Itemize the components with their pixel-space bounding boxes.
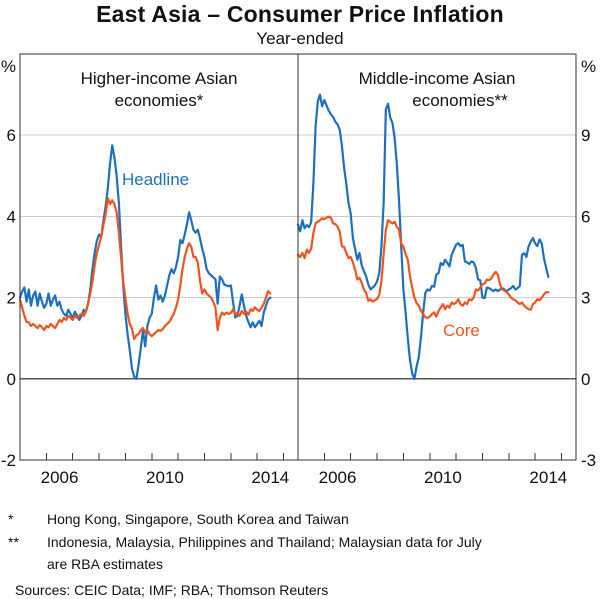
core-series-left-panel <box>18 197 272 341</box>
y-axis-label: 6 <box>7 126 16 145</box>
headline-series-label: Headline <box>122 170 189 189</box>
frame-layer <box>19 53 577 461</box>
x-axis-label: 2010 <box>146 468 184 487</box>
footnote-2-text: Indonesia, Malaysia, Philippines and Tha… <box>47 534 482 572</box>
core-series-right-panel <box>296 215 550 319</box>
panel-title-line2: economies** <box>412 91 508 110</box>
series-layer <box>18 93 550 380</box>
footnote-2-marker: ** <box>8 534 19 550</box>
x-axis-label: 2014 <box>251 468 289 487</box>
chart-canvas: 2006 2010 2014 6 4 2 0 -2% Higher-income Asian ec… <box>1 53 596 487</box>
axis-unit-label: % <box>581 57 596 76</box>
panel-title-line2: economies* <box>115 91 204 110</box>
x-axis-label: 2006 <box>319 468 357 487</box>
y-axis-label: 9 <box>581 126 590 145</box>
y-axis-label: 4 <box>7 207 16 226</box>
footnote-2: ** Indonesia, Malaysia, Philippines and … <box>0 531 600 575</box>
y-axis-label: -3 <box>581 451 596 470</box>
y-axis-label: 0 <box>7 370 16 389</box>
gridlines-layer <box>20 134 576 380</box>
footnote-1-text: Hong Kong, Singapore, South Korea and Ta… <box>47 511 349 527</box>
labels-layer: 2006 2010 2014 6 4 2 0 -2% Higher-income Asian ec… <box>1 57 596 487</box>
x-axis-label: 2014 <box>529 468 567 487</box>
x-axis-label: 2006 <box>41 468 79 487</box>
panel-title-line1: Higher-income Asian <box>81 69 238 88</box>
chart-subtitle: Year-ended <box>256 29 344 48</box>
sources-line: Sources: CEIC Data; IMF; RBA; Thomson Re… <box>15 582 329 598</box>
core-series-label: Core <box>443 321 480 340</box>
y-axis-label: 0 <box>581 370 590 389</box>
x-axis-label: 2010 <box>424 468 462 487</box>
y-axis-label: 6 <box>581 207 590 226</box>
footnote-1: * Hong Kong, Singapore, South Korea and … <box>0 508 600 530</box>
headline-series-right-panel <box>296 93 550 380</box>
footnotes-block: * Hong Kong, Singapore, South Korea and … <box>0 508 600 599</box>
axis-unit-label: % <box>1 57 16 76</box>
chart-title: East Asia – Consumer Price Inflation <box>96 1 504 27</box>
panel-title-line1: Middle-income Asian <box>359 69 516 88</box>
y-axis-label: 2 <box>7 289 16 308</box>
footnote-1-marker: * <box>8 511 14 527</box>
y-axis-label: 3 <box>581 289 590 308</box>
y-axis-label: -2 <box>1 451 16 470</box>
headline-series-left-panel <box>18 144 272 380</box>
